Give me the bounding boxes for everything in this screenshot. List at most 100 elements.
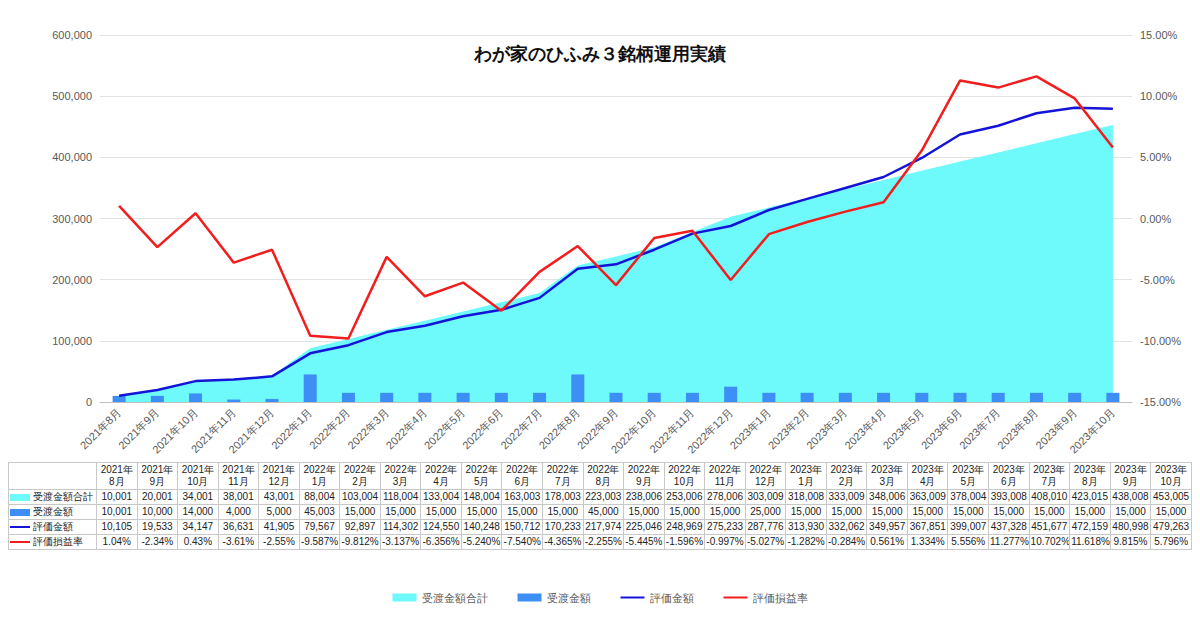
svg-text:2022年12月: 2022年12月	[685, 406, 735, 456]
html-text:20,001: 20,001	[142, 491, 173, 502]
html-text:2023年3月: 2023年3月	[871, 464, 904, 487]
svg-text:2021年10月: 2021年10月	[149, 405, 200, 456]
svg-text:2022年7月: 2022年7月	[498, 405, 544, 452]
svg-text:2023年5月: 2023年5月	[880, 405, 926, 452]
svg-text:0: 0	[86, 396, 92, 408]
html-text:2022年6月: 2022年6月	[506, 464, 539, 487]
html-text:4,000: 4,000	[225, 506, 251, 517]
svg-text:2023年1月: 2023年1月	[727, 405, 774, 452]
html-text:2023年6月: 2023年6月	[992, 464, 1025, 487]
svg-text:0.00%: 0.00%	[1140, 213, 1171, 225]
html-text:223,003 238,006: 223,003 238,006	[585, 491, 662, 502]
html-text:2022年9月: 2022年9月	[627, 464, 660, 487]
html-text:348,006 363,009: 348,006 363,009	[869, 491, 946, 502]
html-text:2023年2月: 2023年2月	[830, 464, 863, 487]
svg-text:100,000: 100,000	[52, 335, 92, 347]
html-text:5,000: 5,000	[266, 506, 292, 517]
svg-text:わが家のひふみ３銘柄運用実績: わが家のひふみ３銘柄運用実績	[473, 44, 726, 64]
html-text:2022年8月: 2022年8月	[587, 464, 620, 487]
html-text:10,001: 10,001	[101, 506, 133, 517]
html-text:10,001: 10,001	[101, 491, 133, 502]
svg-text:2021年11月: 2021年11月	[188, 405, 238, 456]
html-text:438,008: 438,008	[1112, 491, 1149, 502]
svg-text:2021年8月: 2021年8月	[77, 405, 124, 452]
html-text:2023年7月: 2023年7月	[1033, 464, 1066, 487]
html-text:103,004 118,004: 103,004 118,004	[342, 491, 419, 502]
html-text:2023年4月: 2023年4月	[911, 464, 944, 487]
svg-text:2023年2月: 2023年2月	[765, 405, 812, 452]
svg-text:2022年6月: 2022年6月	[459, 405, 506, 452]
html-text:303,009: 303,009	[747, 491, 784, 502]
html-text:43,001: 43,001	[263, 491, 295, 502]
svg-text:2022年8月: 2022年8月	[536, 405, 582, 452]
html-text:2022年3月: 2022年3月	[384, 464, 417, 487]
html-text:受渡金額合計: 受渡金額合計	[33, 491, 93, 502]
svg-text:2022年9月: 2022年9月	[574, 405, 621, 452]
html-text:163,003 178,003: 163,003 178,003	[504, 491, 581, 502]
html-text:2022年4月: 2022年4月	[425, 464, 458, 487]
html-text:318,008 333,009: 318,008 333,009	[788, 491, 865, 502]
svg-text:600,000: 600,000	[52, 29, 92, 41]
svg-text:2023年10月: 2023年10月	[1067, 406, 1117, 456]
html-text:45,003: 45,003	[304, 506, 335, 517]
html-text:2021年11月: 2021年11月	[222, 464, 255, 487]
html-text:受渡金額: 受渡金額	[33, 506, 73, 517]
html-text:2021年12月: 2021年12月	[262, 464, 296, 487]
html-text:2022年5月: 2022年5月	[465, 464, 498, 487]
html-text:2022年1月: 2022年1月	[303, 464, 336, 487]
html-text:2023年9月: 2023年9月	[1114, 464, 1147, 487]
svg-text:200,000: 200,000	[52, 274, 92, 286]
svg-text:10.00%: 10.00%	[1140, 90, 1178, 102]
svg-text:-5.00%: -5.00%	[1140, 274, 1175, 286]
svg-text:2023年6月: 2023年6月	[918, 405, 965, 452]
svg-text:2022年2月: 2022年2月	[307, 405, 353, 452]
html-text:2022年7月: 2022年7月	[546, 464, 579, 487]
html-text:2021年8月: 2021年8月	[100, 464, 133, 487]
svg-text:評価損益率: 評価損益率	[753, 592, 808, 604]
svg-text:2022年10月: 2022年10月	[608, 405, 659, 456]
svg-text:2023年3月: 2023年3月	[803, 405, 850, 452]
html-text:2023年10月: 2023年10月	[1155, 464, 1188, 487]
svg-text:2023年9月: 2023年9月	[1033, 405, 1079, 452]
html-text:453,005: 453,005	[1153, 491, 1190, 502]
html-text:2022年12月: 2022年12月	[749, 464, 782, 487]
html-text:408,010 423,015: 408,010 423,015	[1031, 491, 1108, 502]
svg-text:500,000: 500,000	[52, 90, 92, 102]
html-text:133,004 148,004: 133,004 148,004	[423, 491, 500, 502]
html-text:2023年1月: 2023年1月	[789, 464, 823, 487]
svg-text:受渡金額合計: 受渡金額合計	[422, 592, 488, 604]
svg-text:2021年12月: 2021年12月	[226, 406, 276, 456]
html-text:2022年11月: 2022年11月	[708, 464, 742, 487]
html-text:14,000: 14,000	[182, 506, 214, 517]
svg-text:2021年9月: 2021年9月	[115, 405, 162, 452]
html-text:2022年2月: 2022年2月	[343, 464, 377, 487]
html-text:10,000: 10,000	[142, 506, 173, 517]
html-text:2023年8月: 2023年8月	[1073, 464, 1106, 487]
html-text:34,001: 34,001	[182, 491, 214, 502]
html-text:15,000: 15,000	[344, 506, 376, 517]
svg-text:300,000: 300,000	[52, 213, 92, 225]
svg-text:5.00%: 5.00%	[1140, 151, 1171, 163]
svg-text:2022年3月: 2022年3月	[345, 405, 391, 452]
html-text:88,004: 88,004	[304, 491, 335, 502]
svg-text:2023年4月: 2023年4月	[842, 405, 888, 452]
html-text:253,006 278,006: 253,006 278,006	[666, 491, 743, 502]
svg-text:15.00%: 15.00%	[1140, 29, 1178, 41]
html-text:378,004 393,008: 378,004 393,008	[950, 491, 1027, 502]
svg-text:-15.00%: -15.00%	[1140, 396, 1181, 408]
svg-text:2022年5月: 2022年5月	[421, 405, 468, 452]
html-text:38,001: 38,001	[223, 491, 254, 502]
svg-text:受渡金額: 受渡金額	[547, 592, 591, 604]
svg-text:400,000: 400,000	[52, 151, 92, 163]
svg-text:2023年8月: 2023年8月	[995, 405, 1041, 452]
svg-text:評価金額: 評価金額	[650, 592, 694, 604]
svg-text:2023年7月: 2023年7月	[956, 405, 1003, 452]
svg-text:2022年4月: 2022年4月	[383, 405, 430, 452]
html-text:2021年10月: 2021年10月	[181, 464, 214, 487]
svg-text:2022年1月: 2022年1月	[268, 405, 315, 452]
html-text:2021年9月: 2021年9月	[141, 464, 174, 487]
html-text:2023年5月: 2023年5月	[952, 464, 985, 487]
html-text:2022年10月: 2022年10月	[668, 464, 701, 487]
svg-text:-10.00%: -10.00%	[1140, 335, 1181, 347]
svg-text:2022年11月: 2022年11月	[647, 405, 697, 456]
